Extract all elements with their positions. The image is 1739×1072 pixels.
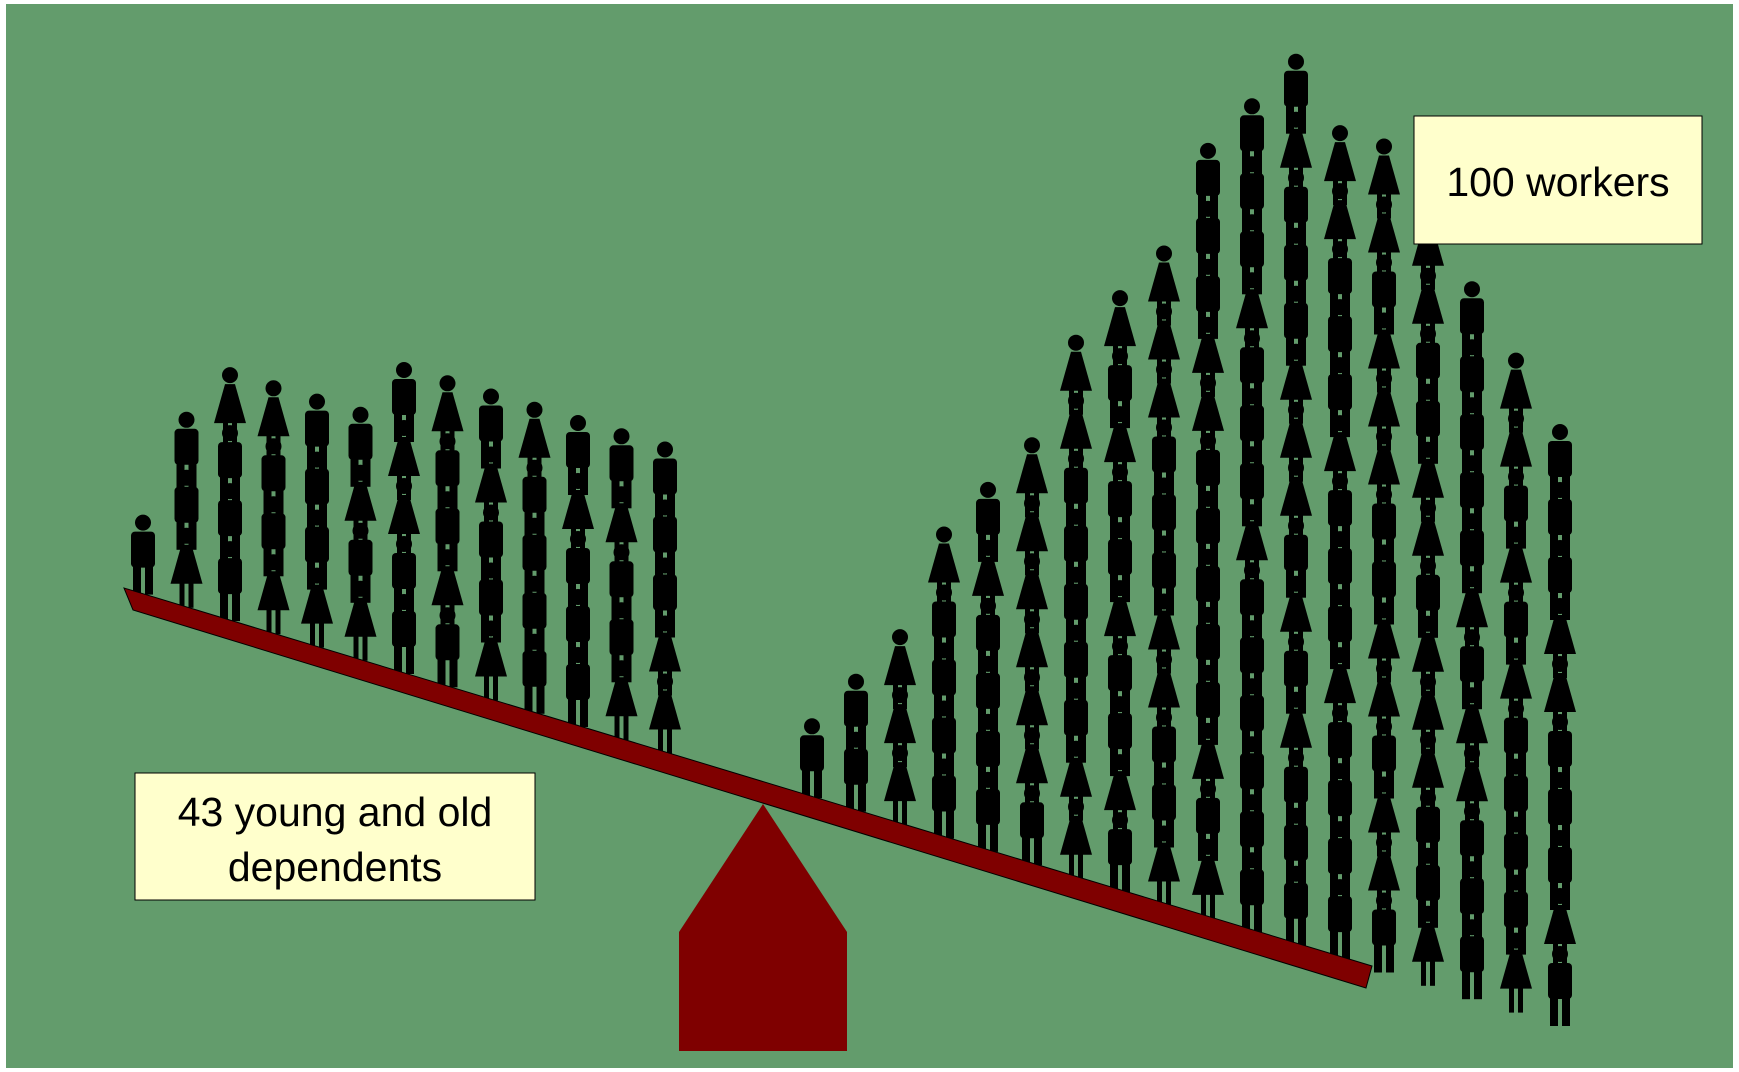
workers-label: 100 workers — [1446, 159, 1669, 205]
workers-box: 100 workers — [1413, 115, 1703, 245]
seesaw-beam — [123, 587, 1373, 989]
dependents-label-line: 43 young and old — [178, 789, 493, 835]
dependents-label-line: dependents — [228, 844, 442, 890]
fulcrum — [679, 804, 847, 1051]
dependents-box: 43 young and old dependents — [134, 772, 536, 901]
